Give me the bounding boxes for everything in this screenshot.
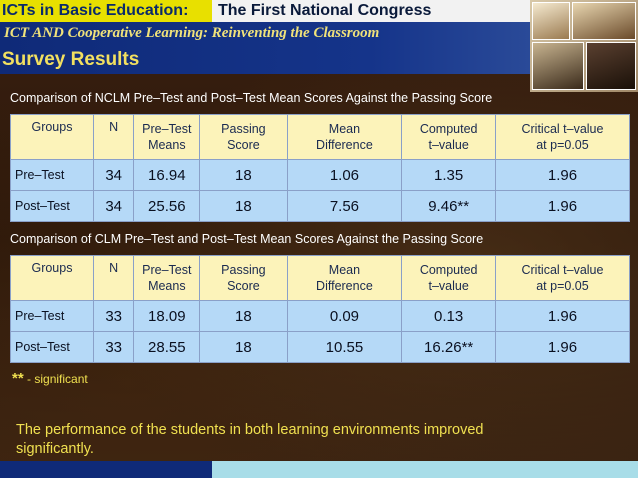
table-cell: 9.46** xyxy=(401,190,496,222)
header-right-label: The First National Congress xyxy=(212,0,530,22)
footer-bar-left xyxy=(0,461,212,478)
column-header-line2: at p=0.05 xyxy=(536,138,589,152)
row-label: Pre–Test xyxy=(10,300,94,332)
classroom-photo xyxy=(532,2,570,40)
column-header: Critical t–value at p=0.05 xyxy=(494,114,631,160)
section-title: Survey Results xyxy=(2,49,140,70)
table-cell: 1.35 xyxy=(401,159,496,191)
table-cell: 18 xyxy=(199,190,288,222)
column-header-line1: Passing xyxy=(221,122,266,136)
table2-caption: Comparison of CLM Pre–Test and Post–Test… xyxy=(10,232,484,246)
column-header-line1: Mean xyxy=(328,122,361,136)
footer-bar xyxy=(0,461,638,478)
column-header-line1: N xyxy=(109,120,119,134)
table-cell: 7.56 xyxy=(286,190,403,222)
column-header-line2: Score xyxy=(227,279,260,293)
header-left-label: ICTs in Basic Education: xyxy=(0,0,214,22)
column-header: Passing Score xyxy=(199,114,288,160)
table-cell: 0.09 xyxy=(286,300,403,332)
column-header-line1: Critical t–value xyxy=(521,122,604,136)
row-label: Post–Test xyxy=(10,331,94,363)
table-cell: 1.96 xyxy=(494,159,631,191)
header-band xyxy=(0,22,530,74)
column-header-line1: Passing xyxy=(221,263,266,277)
table-cell: 18 xyxy=(199,331,288,363)
table-cell: 18.09 xyxy=(133,300,201,332)
column-header-line1: Groups xyxy=(31,261,73,275)
table-cell: 18 xyxy=(199,300,288,332)
column-header: Groups xyxy=(10,114,94,160)
column-header-line1: Computed xyxy=(419,263,478,277)
table-cell: 10.55 xyxy=(286,331,403,363)
table-cell: 1.96 xyxy=(494,300,631,332)
table-header-row: Groups N Pre–Test Means Passing Score Mean Diff… xyxy=(10,255,631,301)
column-header: Mean Difference xyxy=(286,255,403,301)
table-row: Post–Test 33 28.55 18 10.55 16.26** 1.96 xyxy=(10,331,631,363)
table-row: Pre–Test 34 16.94 18 1.06 1.35 1.96 xyxy=(10,159,631,191)
column-header: Pre–Test Means xyxy=(133,114,201,160)
significance-marker: ** xyxy=(12,370,24,387)
significance-note: ** - significant xyxy=(12,370,88,387)
column-header: Computed t–value xyxy=(401,255,496,301)
table-cell: 28.55 xyxy=(133,331,201,363)
table-cell: 33 xyxy=(92,331,135,363)
column-header-line2: Means xyxy=(148,138,186,152)
column-header-line2: Difference xyxy=(316,138,373,152)
table-cell: 25.56 xyxy=(133,190,201,222)
classroom-photo xyxy=(586,42,636,90)
column-header: N xyxy=(92,255,135,301)
column-header-line1: Pre–Test xyxy=(142,122,192,136)
column-header-line1: Mean xyxy=(328,263,361,277)
column-header: Pre–Test Means xyxy=(133,255,201,301)
row-label: Post–Test xyxy=(10,190,94,222)
column-header-line2: t–value xyxy=(428,138,469,152)
footer-bar-right xyxy=(212,461,638,478)
table-row: Post–Test 34 25.56 18 7.56 9.46** 1.96 xyxy=(10,190,631,222)
table-header-row: Groups N Pre–Test Means Passing Score Mean Diff… xyxy=(10,114,631,160)
slide-subtitle: ICT AND Cooperative Learning: Reinventin… xyxy=(4,25,380,41)
column-header-line2: Score xyxy=(227,138,260,152)
table-cell: 16.94 xyxy=(133,159,201,191)
classroom-photo xyxy=(572,2,636,40)
classroom-photo xyxy=(532,42,584,90)
classroom-photo-collage xyxy=(530,0,638,92)
column-header: N xyxy=(92,114,135,160)
table-cell: 34 xyxy=(92,159,135,191)
column-header-line2: t–value xyxy=(428,279,469,293)
column-header: Passing Score xyxy=(199,255,288,301)
table1-caption: Comparison of NCLM Pre–Test and Post–Tes… xyxy=(10,91,493,105)
clm-results-table: Groups N Pre–Test Means Passing Score Mean Diff… xyxy=(10,255,631,363)
column-header: Groups xyxy=(10,255,94,301)
table-cell: 1.96 xyxy=(494,190,631,222)
column-header-line2: at p=0.05 xyxy=(536,279,589,293)
table-row: Pre–Test 33 18.09 18 0.09 0.13 1.96 xyxy=(10,300,631,332)
row-label: Pre–Test xyxy=(10,159,94,191)
column-header-line1: Groups xyxy=(31,120,73,134)
column-header: Computed t–value xyxy=(401,114,496,160)
column-header-line1: Critical t–value xyxy=(521,263,604,277)
table-cell: 1.06 xyxy=(286,159,403,191)
table-cell: 33 xyxy=(92,300,135,332)
column-header: Critical t–value at p=0.05 xyxy=(494,255,631,301)
column-header-line1: Pre–Test xyxy=(142,263,192,277)
column-header-line2: Difference xyxy=(316,279,373,293)
conclusion-text: The performance of the students in both … xyxy=(16,422,484,457)
column-header-line1: Computed xyxy=(419,122,478,136)
column-header: Mean Difference xyxy=(286,114,403,160)
column-header-line1: N xyxy=(109,261,119,275)
nclm-results-table: Groups N Pre–Test Means Passing Score Mean Diff… xyxy=(10,114,631,222)
column-header-line2: Means xyxy=(148,279,186,293)
table-cell: 34 xyxy=(92,190,135,222)
table-cell: 16.26** xyxy=(401,331,496,363)
table-cell: 18 xyxy=(199,159,288,191)
table-cell: 1.96 xyxy=(494,331,631,363)
significance-note-text: - significant xyxy=(23,372,88,386)
table-cell: 0.13 xyxy=(401,300,496,332)
